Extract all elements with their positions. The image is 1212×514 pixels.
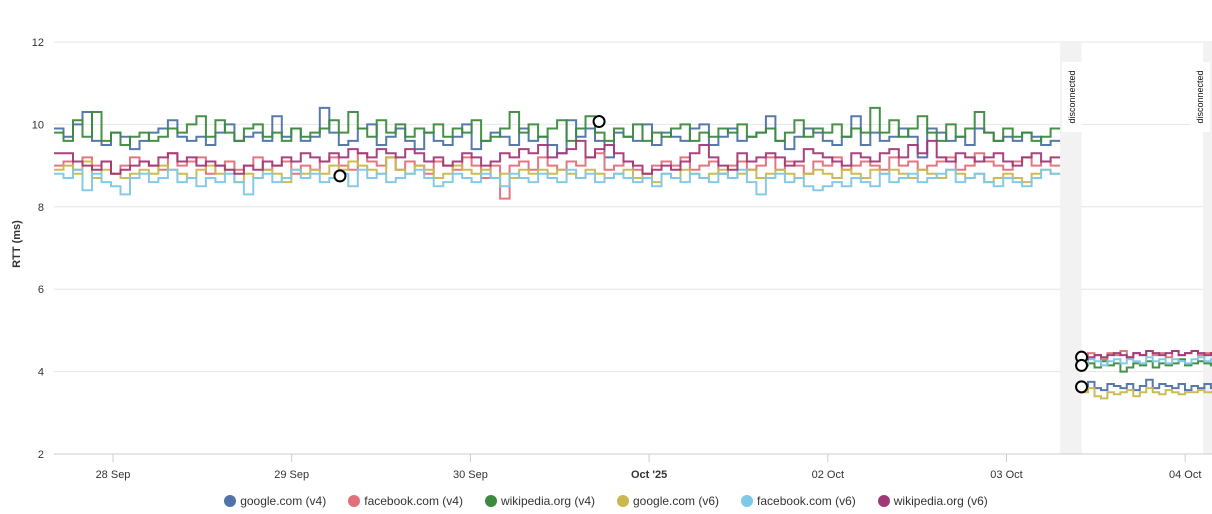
data-point-marker[interactable] [592, 115, 606, 129]
legend-item[interactable]: wikipedia.org (v4) [484, 494, 595, 508]
y-tick-label: 6 [38, 284, 44, 296]
series-line-4[interactable] [54, 168, 1061, 196]
y-tick-label: 10 [32, 119, 44, 131]
legend-label: wikipedia.org (v4) [500, 494, 595, 508]
x-tick-label: 28 Sep [96, 469, 131, 481]
x-tick-label: 02 Oct [812, 469, 844, 481]
legend-label: google.com (v4) [240, 494, 327, 508]
legend-label: wikipedia.org (v6) [893, 494, 988, 508]
series-line-5[interactable] [54, 139, 1061, 175]
chart-legend: google.com (v4) facebook.com (v4) wikipedi… [0, 494, 1212, 508]
data-point-marker[interactable] [1075, 358, 1089, 372]
legend-item[interactable]: google.com (v4) [224, 494, 326, 508]
grid-lines [54, 41, 1212, 455]
disconnected-label-bg [1062, 62, 1083, 132]
y-axis-title: RTT (ms) [11, 220, 23, 268]
legend-item[interactable]: wikipedia.org (v6) [877, 494, 988, 508]
y-tick-label: 8 [38, 202, 44, 214]
disconnected-label-bg [1190, 62, 1210, 132]
series-line-2[interactable] [54, 106, 1061, 146]
x-tick-label: Oct '25 [631, 469, 667, 481]
disconnected-band [1060, 42, 1082, 454]
data-point-marker[interactable] [1075, 380, 1089, 394]
legend-item[interactable]: google.com (v6) [617, 494, 719, 508]
legend-item[interactable]: facebook.com (v4) [348, 494, 463, 508]
legend-label: google.com (v6) [633, 494, 720, 508]
legend-swatch-icon [877, 495, 890, 507]
legend-swatch-icon [348, 495, 361, 507]
legend-label: facebook.com (v6) [757, 494, 856, 508]
legend-swatch-icon [224, 495, 237, 507]
series-line-0[interactable] [1081, 378, 1212, 392]
series-line-5[interactable] [1081, 350, 1212, 361]
legend-swatch-icon [741, 495, 754, 507]
series-line-2[interactable] [1081, 358, 1212, 373]
x-tick-label: 04 Oct [1169, 469, 1201, 481]
series-line-3[interactable] [1081, 387, 1212, 400]
y-tick-label: 2 [38, 449, 44, 461]
legend-swatch-icon [484, 495, 497, 507]
legend-swatch-icon [617, 495, 629, 507]
disconnected-bands: disconnected disconnected [1060, 42, 1212, 454]
y-tick-label: 12 [32, 37, 44, 49]
legend-item[interactable]: facebook.com (v6) [741, 494, 856, 508]
x-tick-label: 30 Sep [453, 469, 488, 481]
legend-label: facebook.com (v4) [364, 494, 463, 508]
data-point-marker[interactable] [333, 169, 347, 183]
series-lines [54, 106, 1212, 400]
disconnected-label: disconnected [1067, 70, 1077, 123]
axes: 2 4 6 8 10 12 28 Sep 29 Sep 30 Sep Oct '25 02 Oct 0… [32, 37, 1212, 481]
disconnected-band [1203, 42, 1212, 454]
x-tick-label: 29 Sep [274, 469, 309, 481]
hover-markers [333, 115, 1089, 394]
y-tick-label: 4 [38, 367, 44, 379]
series-line-4[interactable] [1081, 356, 1212, 367]
x-tick-label: 03 Oct [990, 469, 1022, 481]
disconnected-label: disconnected [1195, 70, 1205, 123]
